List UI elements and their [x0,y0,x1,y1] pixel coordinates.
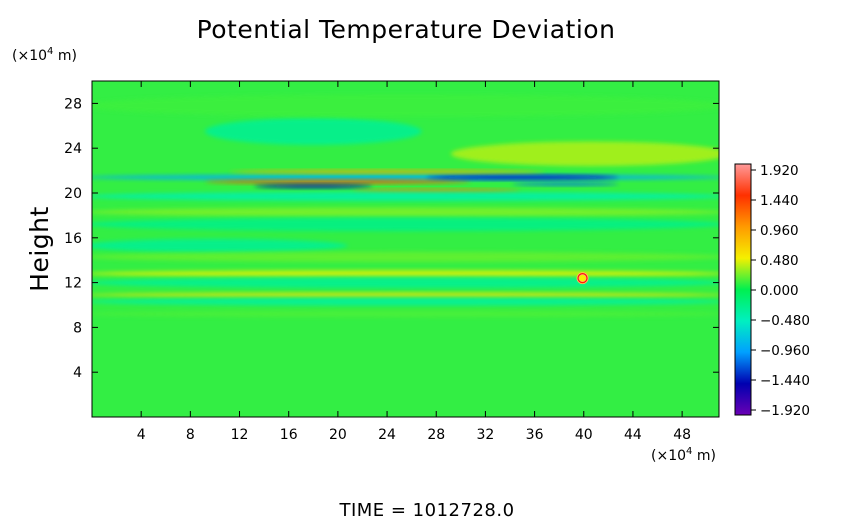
field-band [92,292,719,298]
field-band [229,170,545,174]
y-tick-label: 20 [64,186,82,202]
colorbar-label: 1.920 [760,163,799,179]
plot-frame [91,80,720,418]
field-band [92,310,719,318]
field-band [204,117,422,145]
x-tick-label: 20 [329,427,347,443]
field-band [450,141,719,167]
time-label: TIME = 1012728.0 [338,500,514,519]
x-tick-label: 12 [231,427,249,443]
field-band [92,238,348,253]
heatmap-anomalies [576,272,589,285]
x-tick-label: 40 [575,427,593,443]
x-tick-label: 4 [137,427,146,443]
field-band [254,184,373,189]
field-band [426,175,619,180]
y-tick-label: 24 [64,141,82,157]
field-band [92,191,719,201]
y-axis: 4 8 12 16 20 24 28 [64,96,719,381]
y-tick-label: 4 [73,365,82,381]
colorbar-label: 0.000 [760,283,799,299]
field-band [352,189,520,193]
heatmap-field [92,94,719,318]
field-band [92,217,719,232]
field-band [92,297,719,306]
x-tick-label: 32 [476,427,494,443]
field-band [92,270,719,277]
field-band [92,207,719,217]
colorbar-label: 0.960 [760,223,799,239]
colorbar-label: −0.960 [760,343,810,359]
x-tick-label: 16 [280,427,298,443]
anomaly-core [577,273,588,284]
colorbar-label: −1.920 [760,403,810,419]
x-unit-label: (×104 m) [651,446,716,464]
y-axis-label: Height [25,206,54,292]
x-tick-label: 28 [427,427,445,443]
y-tick-label: 8 [73,320,82,336]
colorbar-label: 0.480 [760,253,799,269]
field-band [512,182,619,186]
colorbar [734,163,752,416]
x-tick-label: 24 [378,427,396,443]
y-unit-label: (×104 m) [12,46,77,64]
field-band [92,251,719,262]
colorbar-label: −0.480 [760,313,810,329]
field-band [92,174,719,181]
x-tick-label: 36 [526,427,544,443]
x-tick-label: 44 [624,427,642,443]
x-axis: 4 8 12 16 20 24 28 32 36 40 44 48 [137,81,691,443]
y-tick-label: 16 [64,231,82,247]
x-tick-label: 8 [186,427,195,443]
y-tick-label: 28 [64,96,82,112]
y-tick-label: 12 [64,276,82,292]
field-band [92,94,719,117]
x-tick-label: 48 [673,427,691,443]
colorbar-label: −1.440 [760,373,810,389]
colorbar-labels: 1.920 1.440 0.960 0.480 0.000 −0.480 −0.960 −1.… [751,163,810,419]
field-band [204,179,471,184]
field-band [92,277,719,289]
chart-title: Potential Temperature Deviation [197,15,616,44]
colorbar-label: 1.440 [760,193,799,209]
